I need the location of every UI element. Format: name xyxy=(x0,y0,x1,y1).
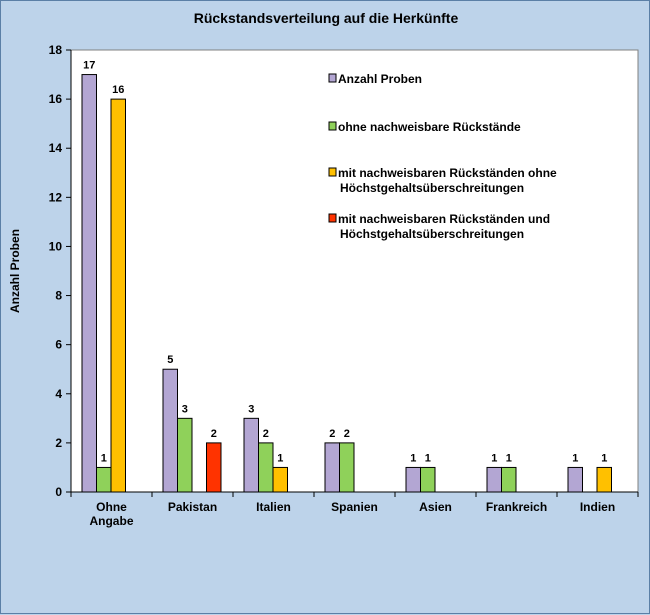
bar-series-2-0 xyxy=(110,98,126,493)
y-tick-label: 14 xyxy=(49,141,63,155)
legend-swatch xyxy=(328,213,337,223)
x-category-label: Ohne xyxy=(96,500,127,514)
data-label: 1 xyxy=(410,452,416,464)
x-category-label: Asien xyxy=(419,500,452,514)
y-tick-label: 2 xyxy=(55,436,62,450)
data-label: 1 xyxy=(277,452,283,464)
legend-swatch xyxy=(328,167,337,177)
data-label: 1 xyxy=(601,452,607,464)
data-label: 1 xyxy=(572,452,578,464)
x-category-label: Angabe xyxy=(89,514,133,528)
x-category-label: Pakistan xyxy=(168,500,217,514)
y-tick-label: 6 xyxy=(55,338,62,352)
x-category-label: Italien xyxy=(256,500,291,514)
y-tick-label: 12 xyxy=(49,190,63,204)
data-label: 1 xyxy=(491,452,497,464)
y-tick-label: 4 xyxy=(55,387,62,401)
bar-series-0-4 xyxy=(405,466,421,493)
data-label: 2 xyxy=(329,428,335,440)
bar-series-0-6 xyxy=(567,466,583,493)
y-axis: 0 2 4 6 8 10 12 14 16 18 xyxy=(49,43,72,499)
legend-swatch xyxy=(328,73,337,83)
legend: Anzahl Proben ohne nachweisbare Rückständ… xyxy=(328,72,557,241)
data-label: 2 xyxy=(344,428,350,440)
data-label: 2 xyxy=(211,428,217,440)
data-label: 1 xyxy=(506,452,512,464)
bar-series-1-1 xyxy=(177,417,193,493)
legend-label: mit nachweisbaren Rückständen ohne xyxy=(338,166,557,180)
y-tick-label: 0 xyxy=(55,485,62,499)
legend-label: Anzahl Proben xyxy=(338,72,422,86)
data-label: 1 xyxy=(101,452,107,464)
bar-series-1-0 xyxy=(96,466,112,493)
data-label: 1 xyxy=(425,452,431,464)
y-tick-label: 10 xyxy=(49,239,63,253)
x-category-label: Indien xyxy=(580,500,615,514)
bar-series-1-2 xyxy=(258,442,274,493)
y-tick-label: 8 xyxy=(55,289,62,303)
legend-swatch xyxy=(328,121,337,131)
x-category-label: Spanien xyxy=(331,500,378,514)
bar-series-0-3 xyxy=(324,442,340,493)
x-category-label: Frankreich xyxy=(486,500,547,514)
bar-series-0-1 xyxy=(162,368,178,493)
bar-series-1-5 xyxy=(501,466,517,493)
data-label: 3 xyxy=(182,403,188,415)
y-axis-title: Anzahl Proben xyxy=(8,229,22,313)
bar-series-1-4 xyxy=(420,466,436,493)
legend-label: Höchstgehaltsüberschreitungen xyxy=(340,181,524,195)
bar-series-0-0 xyxy=(81,74,97,493)
data-label: 17 xyxy=(83,60,95,72)
bar-series-1-3 xyxy=(339,442,355,493)
data-label: 2 xyxy=(263,428,269,440)
bars xyxy=(81,74,612,493)
legend-label: ohne nachweisbare Rückstände xyxy=(338,120,521,134)
bar-series-0-2 xyxy=(243,417,259,493)
y-tick-label: 16 xyxy=(49,92,63,106)
data-label: 5 xyxy=(167,354,173,366)
bar-series-3-1 xyxy=(206,442,222,493)
plot-area xyxy=(70,49,639,493)
data-label: 3 xyxy=(248,403,254,415)
legend-label: mit nachweisbaren Rückständen und xyxy=(338,212,550,226)
bar-series-0-5 xyxy=(486,466,502,493)
chart-title: Rückstandsverteilung auf die Herkünfte xyxy=(194,10,459,26)
data-label: 16 xyxy=(112,84,124,96)
y-tick-label: 18 xyxy=(49,43,63,57)
legend-label: Höchstgehaltsüberschreitungen xyxy=(340,227,524,241)
bar-series-2-2 xyxy=(272,466,288,493)
bar-series-2-6 xyxy=(596,466,612,493)
